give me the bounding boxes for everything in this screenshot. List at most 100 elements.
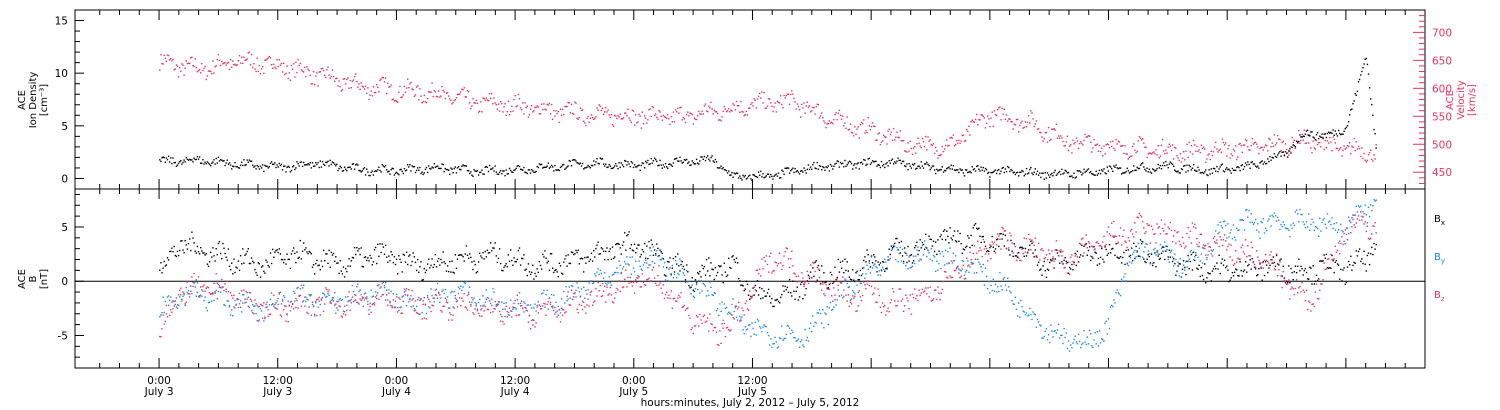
- bx-point: [503, 266, 505, 269]
- by-point: [1350, 221, 1352, 224]
- by-point: [167, 295, 170, 297]
- by-point: [933, 256, 936, 258]
- velocity-point: [306, 66, 308, 68]
- by-point: [1173, 265, 1175, 267]
- velocity-point: [783, 94, 785, 97]
- velocity-point: [1223, 144, 1226, 146]
- by-point: [1041, 337, 1043, 339]
- density-point: [987, 172, 989, 175]
- bx-point: [991, 235, 993, 238]
- by-point: [290, 300, 293, 303]
- velocity-point: [405, 87, 408, 89]
- bx-point: [263, 270, 265, 273]
- bx-point: [412, 252, 414, 254]
- by-point: [1219, 221, 1221, 223]
- velocity-point: [1009, 118, 1011, 120]
- by-point: [421, 311, 423, 314]
- by-point: [214, 291, 216, 293]
- bx-point: [1197, 268, 1199, 270]
- bz-point: [335, 303, 337, 305]
- density-point: [1062, 173, 1064, 175]
- velocity-point: [314, 84, 316, 86]
- density-point: [763, 177, 765, 179]
- bx-point: [736, 262, 739, 264]
- density-point: [1250, 161, 1252, 164]
- by-point: [1039, 324, 1041, 326]
- velocity-point: [648, 109, 650, 111]
- velocity-point: [1029, 122, 1031, 124]
- bz-point: [226, 280, 228, 283]
- bx-point: [659, 249, 661, 251]
- velocity-point: [312, 71, 315, 73]
- velocity-point: [198, 69, 201, 71]
- density-point: [1238, 166, 1240, 169]
- velocity-point: [187, 62, 190, 64]
- velocity-point: [1152, 152, 1154, 154]
- bx-point: [1344, 283, 1346, 285]
- by-point: [524, 302, 526, 305]
- velocity-point: [858, 137, 860, 139]
- by-point: [257, 306, 259, 308]
- by-point: [376, 294, 378, 297]
- bz-point: [297, 307, 299, 309]
- bx-point: [1341, 280, 1343, 282]
- velocity-point: [246, 58, 248, 60]
- bx-point: [425, 269, 428, 271]
- velocity-point: [805, 105, 807, 107]
- density-point: [291, 166, 294, 168]
- bz-point: [318, 296, 320, 299]
- by-point: [659, 259, 661, 261]
- bz-point: [163, 323, 165, 325]
- bx-point: [666, 266, 668, 269]
- by-point: [792, 331, 794, 334]
- density-point: [1264, 163, 1267, 165]
- bx-point: [295, 261, 297, 264]
- by-point: [197, 295, 200, 298]
- by-point: [692, 295, 694, 297]
- by-point: [352, 291, 355, 293]
- velocity-point: [1114, 149, 1116, 151]
- density-point: [680, 160, 682, 162]
- bx-point: [366, 259, 368, 262]
- bx-point: [233, 258, 235, 260]
- density-point: [746, 177, 749, 179]
- bz-point: [421, 318, 423, 320]
- velocity-point: [184, 67, 186, 69]
- bx-point: [673, 271, 676, 273]
- bx-point: [297, 257, 299, 259]
- velocity-point: [791, 90, 793, 92]
- density-point: [420, 172, 422, 175]
- by-point: [1207, 254, 1209, 256]
- by-point: [1328, 221, 1330, 223]
- density-point: [1267, 158, 1269, 160]
- bx-point: [166, 257, 169, 259]
- bx-point: [1041, 274, 1043, 276]
- velocity-point: [940, 154, 942, 156]
- velocity-point: [698, 110, 700, 113]
- bx-point: [330, 251, 332, 254]
- by-point: [912, 255, 915, 257]
- by-point: [196, 282, 199, 284]
- density-point: [470, 171, 472, 173]
- by-point: [180, 294, 182, 296]
- by-point: [681, 267, 683, 270]
- by-point: [1150, 252, 1153, 254]
- by-point: [859, 282, 862, 284]
- by-point: [358, 290, 360, 293]
- density-point: [716, 167, 719, 169]
- velocity-point: [1334, 142, 1336, 144]
- bz-point: [371, 303, 373, 306]
- density-point: [722, 166, 724, 169]
- density-point: [397, 172, 399, 175]
- density-point: [1272, 157, 1274, 159]
- density-point: [350, 168, 352, 170]
- by-point: [987, 287, 989, 290]
- by-point: [1306, 226, 1309, 228]
- velocity-point: [213, 72, 215, 74]
- bx-point: [591, 260, 594, 262]
- density-point: [661, 167, 663, 169]
- density-point: [793, 171, 795, 174]
- density-point: [920, 161, 922, 163]
- velocity-point: [866, 131, 868, 134]
- velocity-point: [415, 86, 418, 88]
